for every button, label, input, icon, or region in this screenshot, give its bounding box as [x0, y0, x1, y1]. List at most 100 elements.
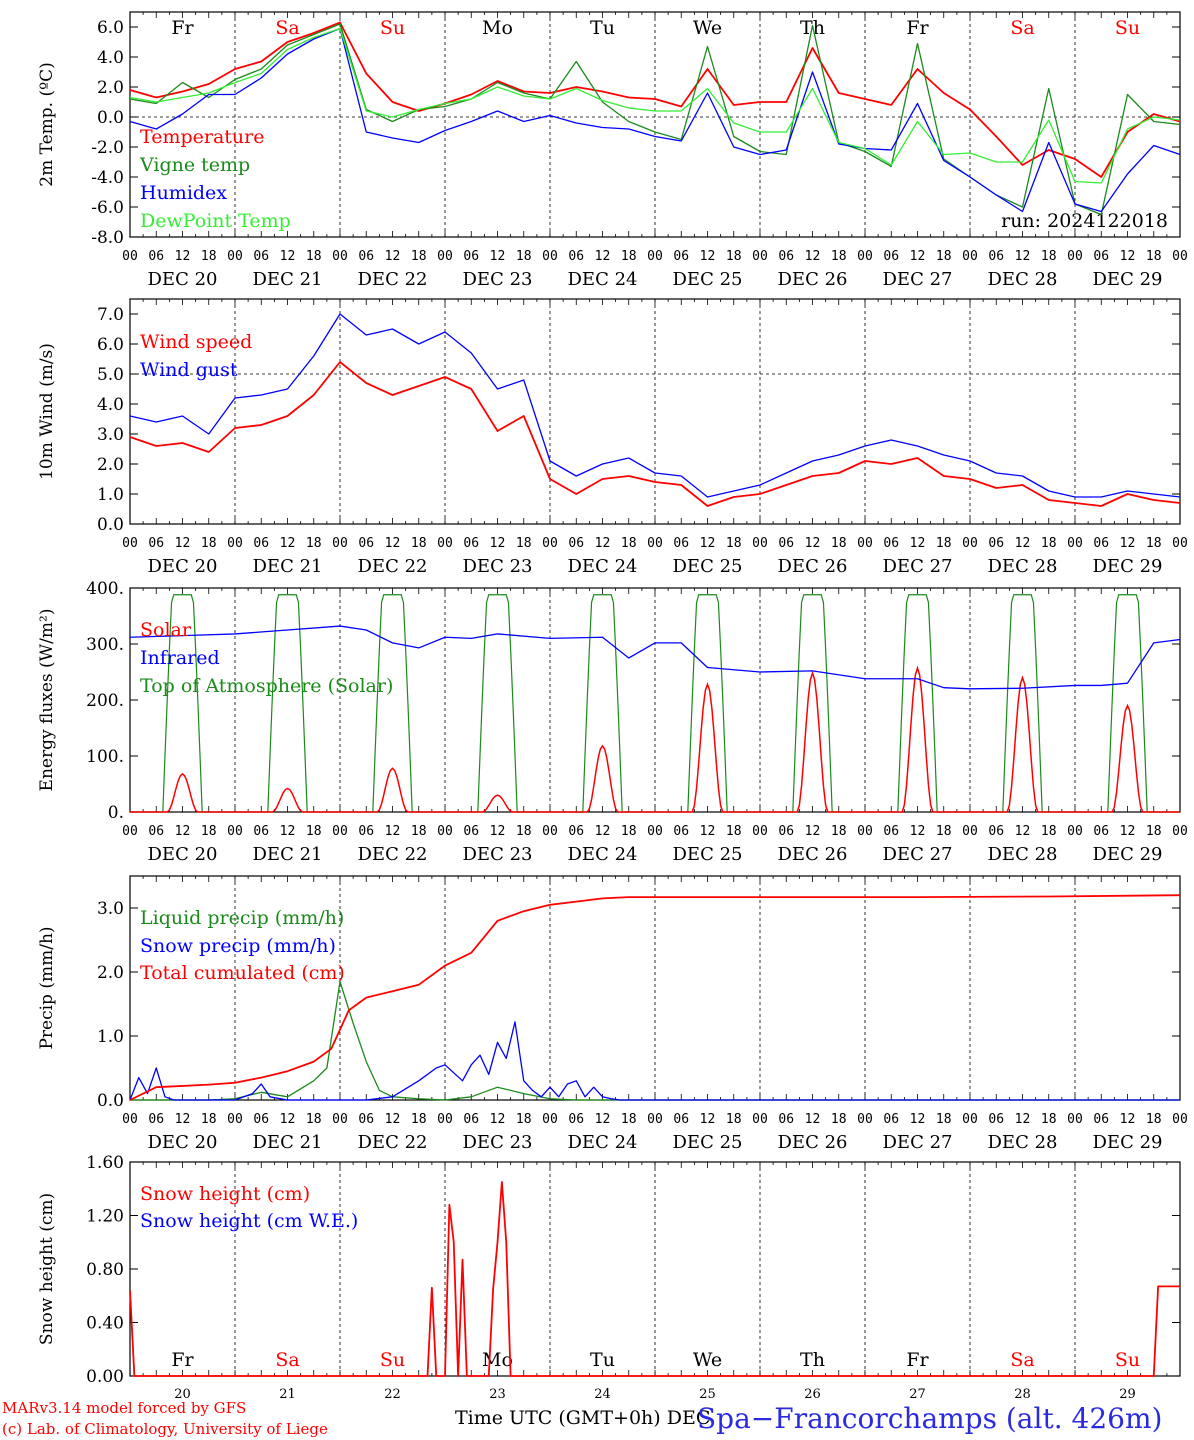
- hour-label: 18: [306, 824, 322, 839]
- y-tick-label: 7.0: [97, 305, 124, 325]
- day-label: DEC 27: [883, 844, 953, 865]
- hour-label: 18: [621, 824, 637, 839]
- legend-entry: Snow height (cm): [140, 1183, 310, 1205]
- hour-label: 12: [490, 249, 506, 264]
- legend-entry: Humidex: [140, 182, 227, 204]
- series-line-3-2: [129, 625, 1181, 690]
- day-label: DEC 22: [358, 556, 428, 577]
- hour-label: 18: [1041, 824, 1057, 839]
- day-label: DEC 26: [778, 556, 848, 577]
- hour-label: 06: [988, 249, 1004, 264]
- day-label: DEC 20: [148, 1132, 218, 1153]
- hour-label: 18: [411, 249, 427, 264]
- day-label: DEC 21: [253, 1132, 323, 1153]
- legend-entry: Total cumulated (cm): [140, 962, 345, 984]
- day-label: DEC 22: [358, 269, 428, 290]
- hour-label: 12: [595, 824, 611, 839]
- hour-label: 06: [883, 824, 899, 839]
- hour-label: 06: [568, 249, 584, 264]
- series-line-1-3: [129, 27, 1181, 213]
- hour-label: 12: [700, 536, 716, 551]
- footer-credit-line1: MARv3.14 model forced by GFS: [2, 1399, 246, 1417]
- day-label: DEC 29: [1093, 269, 1163, 290]
- hour-label: 12: [910, 249, 926, 264]
- hour-label: 00: [122, 249, 138, 264]
- run-label: run: 2024122018: [1001, 210, 1168, 232]
- y-tick-label: 5.0: [97, 365, 124, 385]
- series-line-2-2: [129, 313, 1181, 498]
- hour-label: 00: [227, 249, 243, 264]
- hour-label: 06: [988, 824, 1004, 839]
- day-label: DEC 24: [568, 269, 638, 290]
- legend-entry: Top of Atmosphere (Solar): [140, 675, 393, 697]
- day-label: DEC 23: [463, 556, 533, 577]
- hour-label: 18: [831, 824, 847, 839]
- hour-label: 00: [227, 824, 243, 839]
- day-label: DEC 28: [988, 556, 1058, 577]
- weekday-label: Sa: [275, 1349, 299, 1371]
- weekday-label: Mo: [482, 17, 513, 39]
- hour-label: 06: [1093, 824, 1109, 839]
- plot-frame: [129, 298, 1181, 525]
- hour-label: 12: [1015, 249, 1031, 264]
- y-tick-label: 2.0: [97, 963, 124, 983]
- day-number: 28: [1014, 1387, 1031, 1402]
- hour-label: 00: [437, 824, 453, 839]
- hour-label: 12: [1120, 824, 1136, 839]
- hour-label: 12: [910, 824, 926, 839]
- hour-label: 00: [962, 1112, 978, 1127]
- day-label: DEC 25: [673, 269, 743, 290]
- hour-label: 18: [1041, 536, 1057, 551]
- y-tick-label: 1.0: [97, 1027, 124, 1047]
- day-label: DEC 29: [1093, 1132, 1163, 1153]
- y-axis-label: Energy fluxes (W/m²): [37, 609, 57, 792]
- y-tick-label: 1.60: [86, 1153, 124, 1173]
- y-tick-label: 200.: [86, 691, 124, 711]
- hour-label: 18: [411, 536, 427, 551]
- day-number: 29: [1119, 1387, 1136, 1402]
- legend-entry: Wind speed: [140, 331, 252, 353]
- legend-entry: Wind gust: [140, 359, 238, 381]
- hour-label: 18: [726, 249, 742, 264]
- panel-1: 6.0 4.0 2.0 0.0 -2.0 -4.0 -6.0 -8.0 2m Temp. (ºC…: [37, 11, 1188, 290]
- day-label: DEC 23: [463, 1132, 533, 1153]
- hour-label: 12: [805, 249, 821, 264]
- y-tick-label: 0.40: [86, 1314, 124, 1334]
- day-label: DEC 29: [1093, 844, 1163, 865]
- hour-label: 18: [1146, 1112, 1162, 1127]
- hour-label: 12: [805, 824, 821, 839]
- hour-label: 00: [1172, 249, 1188, 264]
- hour-label: 06: [568, 536, 584, 551]
- day-label: DEC 24: [568, 1132, 638, 1153]
- hour-label: 18: [621, 249, 637, 264]
- series-line-1-2: [129, 23, 1181, 216]
- hour-label: 18: [201, 536, 217, 551]
- hour-label: 00: [647, 536, 663, 551]
- hour-label: 12: [1015, 824, 1031, 839]
- hour-label: 00: [962, 824, 978, 839]
- series-line-1-4: [129, 27, 1181, 184]
- day-label: DEC 21: [253, 556, 323, 577]
- y-tick-label: 3.0: [97, 899, 124, 919]
- hour-label: 00: [1067, 824, 1083, 839]
- day-label: DEC 22: [358, 844, 428, 865]
- weekday-label: Sa: [1010, 17, 1034, 39]
- panel-4: 3.0 2.0 1.0 0.0 Precip (mm/h) 00 06 12 18 DEC 20 0…: [37, 875, 1188, 1153]
- weekday-label: Tu: [590, 1349, 615, 1371]
- hour-label: 06: [883, 536, 899, 551]
- hour-label: 18: [306, 536, 322, 551]
- y-axis-label: 2m Temp. (ºC): [37, 62, 57, 187]
- panel-2: 7.0 6.0 5.0 4.0 3.0 2.0 1.0 0.0 10m Wind (m/s) 00…: [37, 298, 1188, 577]
- hour-label: 12: [385, 249, 401, 264]
- hour-label: 06: [358, 1112, 374, 1127]
- hour-label: 12: [280, 249, 296, 264]
- legend-entry: Snow height (cm W.E.): [140, 1210, 358, 1232]
- y-tick-label: 0.0: [97, 515, 124, 535]
- day-number: 27: [909, 1387, 926, 1402]
- hour-label: 06: [253, 1112, 269, 1127]
- hour-label: 18: [516, 824, 532, 839]
- hour-label: 06: [673, 824, 689, 839]
- hour-label: 12: [910, 536, 926, 551]
- day-label: DEC 28: [988, 269, 1058, 290]
